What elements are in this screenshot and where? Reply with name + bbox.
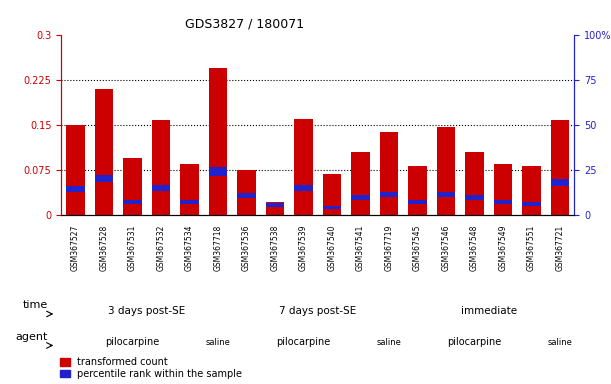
Bar bbox=[294, 185, 313, 191]
Text: pilocarpine: pilocarpine bbox=[447, 337, 502, 347]
Text: GSM367536: GSM367536 bbox=[242, 225, 251, 271]
Bar bbox=[494, 200, 512, 204]
Bar bbox=[437, 127, 455, 215]
Text: saline: saline bbox=[205, 338, 230, 347]
Text: GSM367546: GSM367546 bbox=[442, 225, 450, 271]
Bar bbox=[551, 179, 569, 186]
Text: GSM367551: GSM367551 bbox=[527, 225, 536, 271]
Bar bbox=[95, 89, 113, 215]
Bar bbox=[123, 200, 142, 204]
Bar bbox=[180, 200, 199, 204]
Text: GSM367719: GSM367719 bbox=[384, 225, 393, 271]
Text: pilocarpine: pilocarpine bbox=[105, 337, 159, 347]
Text: immediate: immediate bbox=[461, 306, 517, 316]
Text: GSM367548: GSM367548 bbox=[470, 225, 479, 271]
Text: 3 days post-SE: 3 days post-SE bbox=[108, 306, 185, 316]
Bar bbox=[152, 120, 170, 215]
Text: GSM367539: GSM367539 bbox=[299, 225, 308, 271]
Bar bbox=[237, 194, 255, 198]
Bar bbox=[466, 152, 484, 215]
Bar bbox=[379, 192, 398, 197]
Bar bbox=[437, 192, 455, 197]
Bar bbox=[266, 202, 284, 215]
Text: GSM367549: GSM367549 bbox=[499, 225, 508, 271]
Text: GSM367527: GSM367527 bbox=[71, 225, 80, 271]
Bar bbox=[180, 164, 199, 215]
Text: GSM367721: GSM367721 bbox=[555, 225, 565, 271]
Text: saline: saline bbox=[547, 338, 573, 347]
Bar bbox=[466, 195, 484, 200]
Text: saline: saline bbox=[376, 338, 401, 347]
Text: GSM367534: GSM367534 bbox=[185, 225, 194, 271]
Bar bbox=[208, 68, 227, 215]
Text: GSM367538: GSM367538 bbox=[271, 225, 279, 271]
Bar bbox=[522, 202, 541, 206]
Text: pilocarpine: pilocarpine bbox=[276, 337, 331, 347]
Text: GSM367532: GSM367532 bbox=[156, 225, 166, 271]
Text: GSM367531: GSM367531 bbox=[128, 225, 137, 271]
Text: GSM367528: GSM367528 bbox=[100, 225, 108, 271]
Text: GSM367541: GSM367541 bbox=[356, 225, 365, 271]
Bar bbox=[379, 132, 398, 215]
Text: GDS3827 / 180071: GDS3827 / 180071 bbox=[185, 17, 304, 30]
Bar bbox=[123, 158, 142, 215]
Bar bbox=[408, 200, 426, 204]
Bar bbox=[351, 195, 370, 200]
Text: GSM367545: GSM367545 bbox=[413, 225, 422, 271]
Bar bbox=[66, 186, 84, 192]
Bar bbox=[237, 170, 255, 215]
Text: time: time bbox=[23, 300, 48, 310]
Bar bbox=[522, 166, 541, 215]
Bar bbox=[266, 203, 284, 207]
Text: agent: agent bbox=[15, 332, 48, 342]
Bar bbox=[351, 152, 370, 215]
Text: GSM367718: GSM367718 bbox=[213, 225, 222, 271]
Bar bbox=[408, 166, 426, 215]
Bar bbox=[323, 174, 341, 215]
Bar bbox=[66, 125, 84, 215]
Bar bbox=[323, 206, 341, 209]
Text: 7 days post-SE: 7 days post-SE bbox=[279, 306, 356, 316]
Bar bbox=[95, 175, 113, 182]
Bar bbox=[208, 167, 227, 176]
Bar bbox=[494, 164, 512, 215]
Bar bbox=[152, 185, 170, 191]
Bar bbox=[294, 119, 313, 215]
Text: GSM367540: GSM367540 bbox=[327, 225, 337, 271]
Legend: transformed count, percentile rank within the sample: transformed count, percentile rank withi… bbox=[60, 357, 243, 379]
Bar bbox=[551, 120, 569, 215]
